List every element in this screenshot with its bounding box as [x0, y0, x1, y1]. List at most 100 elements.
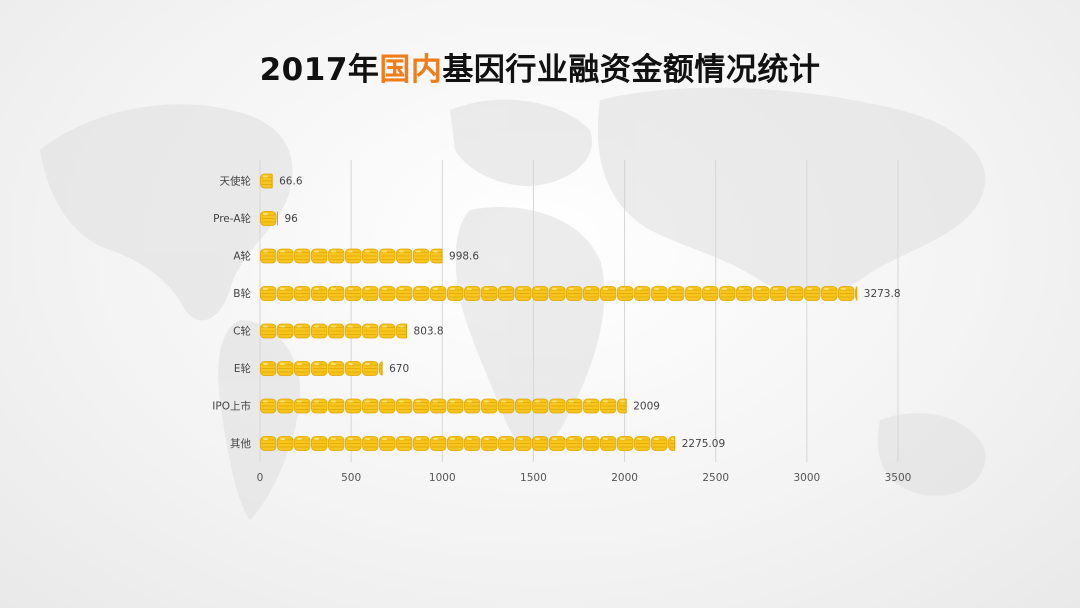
coin-stack — [464, 436, 481, 451]
x-axis-ticks: 0 500 1000 1500 2000 2500 3000 3500 — [257, 472, 912, 484]
coin-stack — [345, 398, 362, 414]
bar — [260, 398, 627, 414]
coin-stack — [345, 361, 362, 376]
coin-stack — [328, 361, 345, 376]
coin-stack — [413, 436, 430, 451]
coin-stack — [770, 286, 787, 301]
coin-stack — [260, 398, 277, 414]
coin-stack — [413, 286, 430, 301]
coin-stack — [311, 248, 328, 264]
value-label: 2275.09 — [682, 438, 725, 450]
coin-stack — [345, 286, 362, 301]
coin-stack — [430, 398, 447, 414]
coin-stack — [277, 248, 294, 264]
coin-stack — [600, 398, 617, 414]
coin-stack — [277, 361, 294, 376]
coin-stack — [481, 436, 498, 451]
category-label: E轮 — [234, 362, 252, 375]
coin-stack — [498, 436, 515, 451]
coin-stack — [413, 398, 430, 414]
coin-stack — [413, 248, 430, 264]
coin-stack — [566, 436, 583, 451]
coin-stack — [311, 436, 328, 451]
coin-stack — [447, 436, 464, 451]
coin-stack — [668, 436, 675, 451]
coin-stack — [294, 248, 311, 264]
coin-stack — [804, 286, 821, 301]
coin-stack — [379, 286, 396, 301]
value-label: 96 — [284, 213, 298, 225]
bar — [260, 173, 273, 189]
coin-stack — [328, 286, 345, 301]
value-label: 998.6 — [449, 251, 479, 263]
coin-stack — [634, 436, 651, 451]
coin-stack — [396, 248, 413, 264]
coin-stack — [566, 286, 583, 301]
category-label: B轮 — [233, 287, 251, 300]
category-label: 天使轮 — [220, 175, 252, 188]
x-tick-label: 2500 — [702, 472, 729, 484]
category-label: Pre-A轮 — [213, 212, 251, 225]
coin-stack — [719, 286, 736, 301]
x-tick-label: 3000 — [793, 472, 820, 484]
coin-stack — [328, 398, 345, 414]
category-label: 其他 — [230, 437, 251, 450]
coin-stack — [430, 248, 443, 264]
coin-stack — [277, 286, 294, 301]
coin-stack — [515, 286, 532, 301]
coin-stack — [379, 248, 396, 264]
coin-stack — [787, 286, 804, 301]
gridlines — [259, 160, 899, 462]
coin-stack — [651, 286, 668, 301]
coin-stack — [345, 248, 362, 264]
coin-stack — [362, 361, 379, 376]
bar — [260, 211, 278, 226]
coin-stack — [617, 286, 634, 301]
coin-stack — [379, 323, 396, 339]
coin-stack — [362, 286, 379, 301]
coin-stack — [328, 248, 345, 264]
coin-stack — [362, 436, 379, 451]
coin-stack — [260, 436, 277, 451]
coin-stack — [583, 436, 600, 451]
coin-stack — [277, 323, 294, 339]
coin-stack — [311, 286, 328, 301]
x-tick-label: 2000 — [611, 472, 638, 484]
coin-stack — [464, 286, 481, 301]
coin-stack — [260, 323, 277, 339]
bar — [260, 248, 443, 264]
coin-stack — [549, 436, 566, 451]
bar — [260, 361, 383, 376]
coin-stack — [532, 436, 549, 451]
coin-stack — [583, 398, 600, 414]
bar — [260, 286, 858, 301]
coin-stack — [515, 398, 532, 414]
value-label: 66.6 — [279, 176, 303, 188]
coin-stack — [396, 436, 413, 451]
coin-stack — [634, 286, 651, 301]
chart-title-highlight: 国内 — [379, 52, 443, 88]
coin-stack — [362, 398, 379, 414]
coin-stack — [345, 323, 362, 339]
coin-stack — [481, 286, 498, 301]
coin-stack — [260, 173, 273, 189]
coin-stack — [311, 323, 328, 339]
coin-stack — [294, 361, 311, 376]
x-tick-label: 1000 — [429, 472, 456, 484]
bar — [260, 436, 676, 451]
category-label: IPO上市 — [212, 400, 251, 413]
x-tick-label: 500 — [341, 472, 361, 484]
coin-stack — [736, 286, 753, 301]
x-tick-label: 1500 — [520, 472, 547, 484]
coin-stack — [668, 286, 685, 301]
coin-stack — [481, 398, 498, 414]
coin-stack — [651, 436, 668, 451]
coin-stack — [294, 286, 311, 301]
coin-stack — [294, 323, 311, 339]
coin-stack — [260, 248, 277, 264]
value-label: 803.8 — [414, 326, 444, 338]
coin-stack — [583, 286, 600, 301]
coin-stack — [549, 286, 566, 301]
coin-stack — [515, 436, 532, 451]
